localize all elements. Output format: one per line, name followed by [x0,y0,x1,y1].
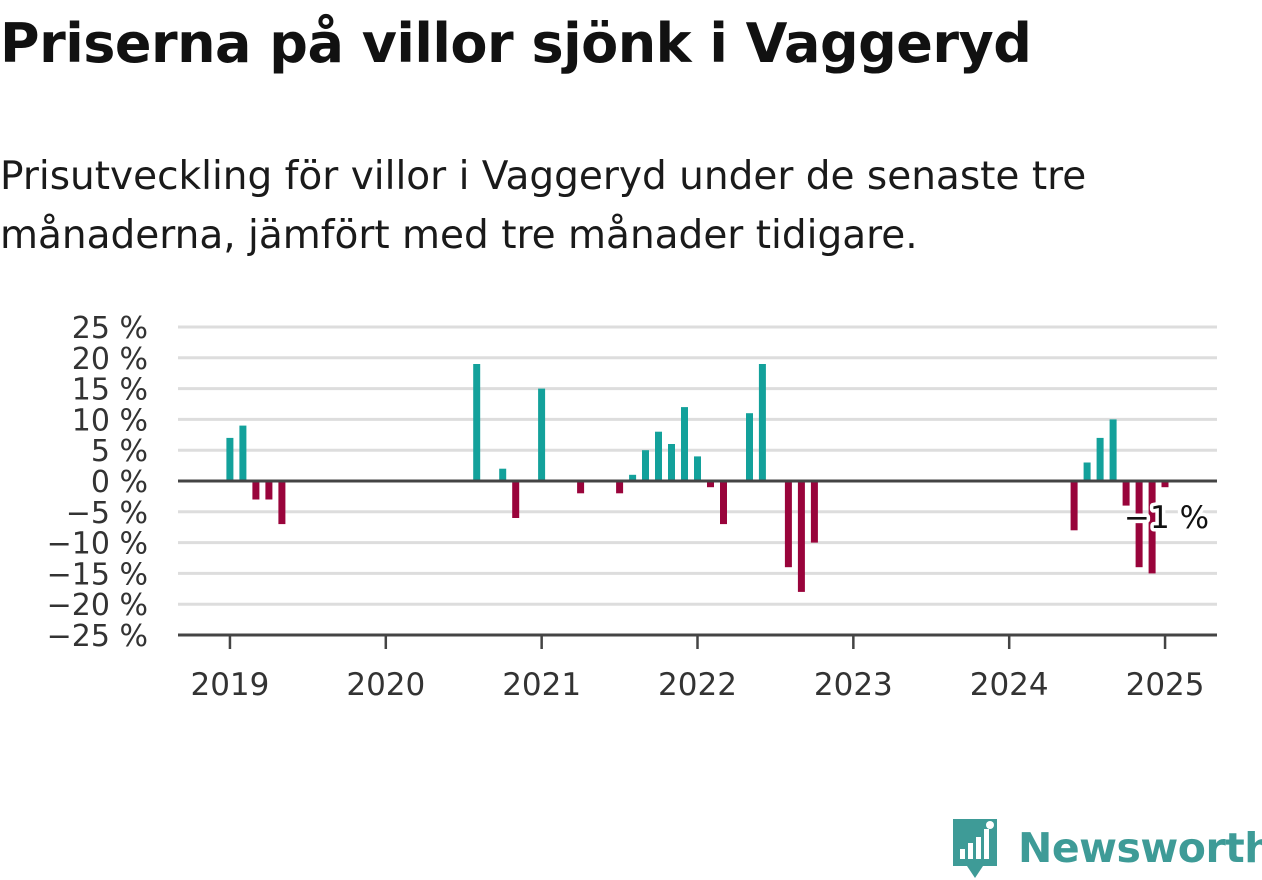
bar [1109,419,1117,481]
x-tick-label: 2021 [502,667,581,703]
bar [655,431,662,481]
bar [1161,481,1169,488]
chart-subtitle: Prisutveckling för villor i Vaggeryd und… [0,154,1087,258]
bar [681,407,688,481]
y-tick-label: 0 % [91,465,148,500]
bar [810,481,818,543]
bar [797,481,805,592]
bar [758,364,766,481]
bar [1148,481,1156,574]
y-tick-label: −10 % [47,527,148,562]
bar [616,481,624,494]
bar [577,481,585,494]
bar [694,456,701,481]
y-tick-label: −5 % [66,496,148,531]
bar [265,481,273,500]
bar [784,481,792,568]
y-tick-label: 25 % [72,311,148,346]
x-tick-label: 2024 [970,667,1049,703]
bar [1135,481,1143,568]
bar [1070,481,1078,531]
x-tick-label: 2025 [1126,667,1205,703]
bar [1096,437,1104,481]
y-tick-label: −25 % [47,619,148,654]
bar [252,481,260,500]
y-tick-label: 15 % [72,373,148,408]
bar [629,474,637,481]
y-tick-label: 5 % [91,434,148,469]
x-tick-label: 2019 [190,667,269,703]
x-tick-label: 2022 [658,667,737,703]
newsworthy-logo: Newsworthy [950,816,1262,880]
bar [226,437,234,481]
y-tick-label: 10 % [72,403,148,438]
y-tick-label: −15 % [47,557,148,592]
bar [538,388,546,481]
latest-value-label: −1 % [1124,500,1209,536]
bar [1083,462,1091,481]
bar [278,481,286,525]
brand-name: Newsworthy [1018,824,1262,872]
bar [642,450,649,481]
bar [1122,481,1130,506]
bar [499,468,507,481]
x-tick-label: 2020 [346,667,425,703]
y-tick-label: 20 % [72,342,148,377]
bar [512,481,520,518]
chart-title: Priserna på villor sjönk i Vaggeryd [0,12,1032,75]
bar [707,481,714,488]
bar [668,444,675,481]
bar [473,364,481,481]
bar [746,413,753,481]
bar [239,425,247,481]
bar [720,481,727,525]
newsworthy-logo-icon [953,819,997,878]
y-tick-label: −20 % [47,588,148,623]
x-tick-label: 2023 [814,667,893,703]
